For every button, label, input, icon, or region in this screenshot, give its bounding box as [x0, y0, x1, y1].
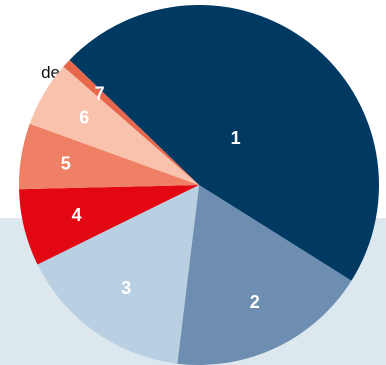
pie-label-2: 2: [250, 292, 260, 312]
pie-labels: 1 2 3 4 5 67: [61, 84, 260, 312]
pie-slices: [18, 5, 379, 365]
pie-slice-2: [177, 185, 352, 365]
pie-slice-4: [19, 185, 199, 265]
pie-slice-7: [63, 59, 200, 185]
pie-slice-3: [37, 185, 199, 364]
pie-slice-6: [29, 66, 200, 185]
pie-label-3: 3: [121, 278, 131, 298]
pie-label-6: 6: [79, 107, 89, 127]
pie-slice-1: [69, 5, 379, 281]
pie-label-4: 4: [72, 205, 82, 225]
pie-label-7: 7: [95, 84, 105, 104]
pie-slice-5: [18, 123, 199, 190]
pie-label-1: 1: [231, 128, 241, 148]
pie-label-5: 5: [61, 153, 71, 173]
